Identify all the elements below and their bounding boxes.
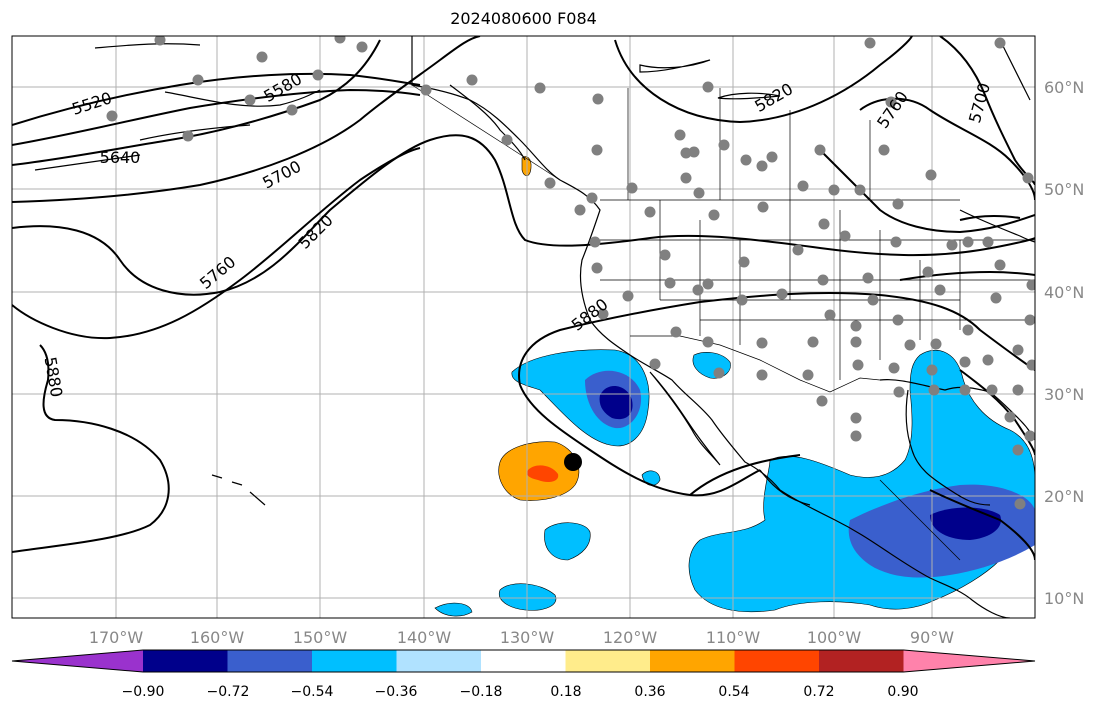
lon-tick-label: 110°W	[706, 628, 761, 647]
colorbar-segment	[312, 650, 397, 672]
colorbar-tick-label: −0.90	[122, 684, 165, 700]
colorbar-segment	[143, 650, 228, 672]
lat-tick-label: 30°N	[1044, 385, 1084, 404]
lat-tick-labels: 10°N 20°N 30°N 40°N 50°N 60°N	[1044, 78, 1084, 608]
lon-tick-labels: 170°W 160°W 150°W 140°W 130°W 120°W 110°…	[89, 628, 954, 647]
colorbar-extend-low	[12, 650, 143, 672]
colorbar-tick-label: 0.18	[550, 684, 581, 700]
colorbar-tick-label: −0.54	[291, 684, 334, 700]
lon-tick-label: 160°W	[190, 628, 245, 647]
colorbar-segment	[481, 650, 566, 672]
lon-tick-label: 100°W	[807, 628, 862, 647]
station-markers	[106, 36, 1035, 510]
colorbar-tick-label: −0.72	[207, 684, 250, 700]
colorbar-segment	[734, 650, 820, 672]
lat-tick-label: 10°N	[1044, 589, 1084, 608]
colorbar-tick-label: 0.90	[887, 684, 918, 700]
lon-tick-label: 170°W	[89, 628, 144, 647]
lon-tick-label: 130°W	[500, 628, 555, 647]
colorbar-segment	[819, 650, 904, 672]
political-borders	[411, 84, 1035, 561]
colorbar-tick-label: 0.54	[718, 684, 749, 700]
map-title: 2024080600 F084	[450, 9, 597, 28]
colorbar	[11, 649, 1036, 673]
colorbar-tick-labels: −0.90 −0.72 −0.54 −0.36 −0.18 0.18 0.36 …	[122, 684, 919, 700]
map-frame	[11, 35, 1036, 619]
lat-tick-label: 20°N	[1044, 487, 1084, 506]
lon-gridlines	[115, 36, 933, 618]
lat-tick-label: 50°N	[1044, 180, 1084, 199]
lon-tick-label: 150°W	[293, 628, 348, 647]
lon-tick-label: 140°W	[397, 628, 452, 647]
colorbar-tick-label: 0.36	[634, 684, 665, 700]
colorbar-segment	[396, 650, 482, 672]
colorbar-segment	[650, 650, 735, 672]
colorbar-tick-label: −0.18	[460, 684, 503, 700]
lon-tick-label: 90°W	[910, 628, 954, 647]
lon-tick-label: 120°W	[603, 628, 658, 647]
colorbar-extend-high	[903, 650, 1035, 672]
height-contours	[12, 36, 1035, 561]
colorbar-tick-label: −0.36	[375, 684, 418, 700]
lat-tick-label: 60°N	[1044, 78, 1084, 97]
colorbar-segment	[565, 650, 651, 672]
lat-tick-label: 40°N	[1044, 283, 1084, 302]
colorbar-tick-label: 0.72	[803, 684, 834, 700]
colorbar-outline	[11, 649, 1036, 673]
colorbar-segment	[227, 650, 313, 672]
storm-center-marker	[564, 453, 582, 471]
contour-label: 5640	[100, 148, 141, 167]
anomaly-shading	[434, 156, 1035, 617]
